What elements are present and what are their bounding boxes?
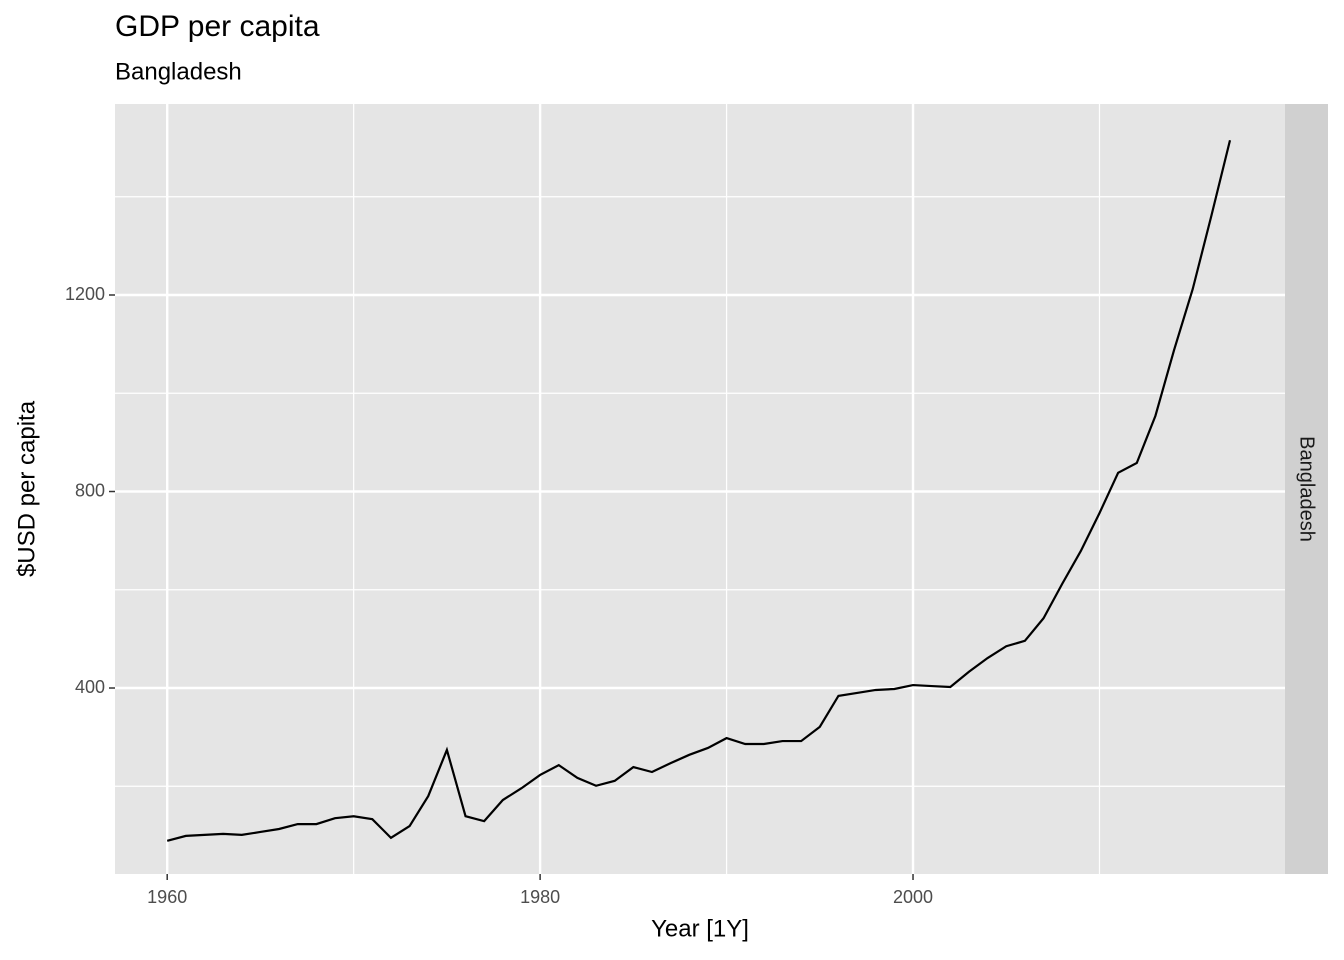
y-tick-label: 800: [75, 480, 105, 500]
x-tick-label: 1960: [147, 887, 187, 907]
x-tick-label: 2000: [893, 887, 933, 907]
chart-subtitle: Bangladesh: [115, 58, 242, 85]
panel: [115, 104, 1285, 874]
y-axis-title: $USD per capita: [13, 400, 40, 577]
x-tick-label: 1980: [520, 887, 560, 907]
series-line: [166, 139, 1232, 842]
y-tick-label: 400: [75, 677, 105, 697]
chart-title: GDP per capita: [115, 10, 320, 43]
x-axis-title: Year [1Y]: [651, 915, 749, 942]
facet-strip: [1285, 104, 1328, 874]
y-tick-label: 1200: [65, 284, 105, 304]
facet-label: Bangladesh: [1296, 436, 1318, 542]
